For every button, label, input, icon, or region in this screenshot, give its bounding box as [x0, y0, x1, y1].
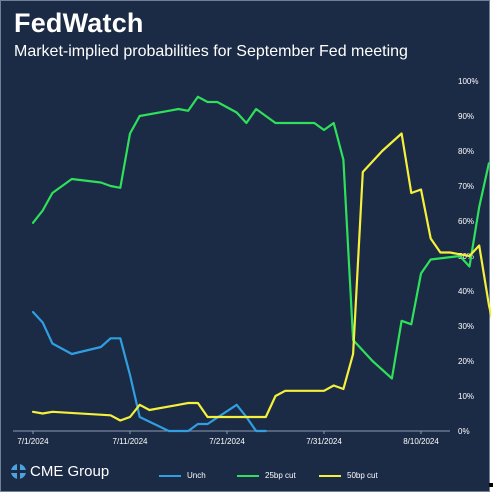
legend-swatch — [237, 474, 259, 477]
series-line-50bp-cut — [31, 132, 491, 422]
y-tick-label: 100% — [458, 77, 478, 86]
x-tick-label: 7/1/2024 — [17, 437, 49, 446]
page-title: FedWatch — [14, 8, 144, 38]
x-tick-label: 7/21/2024 — [209, 437, 245, 446]
x-tick-label: 8/10/2024 — [403, 437, 439, 446]
legend-label: 25bp cut — [265, 471, 296, 480]
series-line-unch — [31, 310, 267, 433]
y-tick-label: 30% — [458, 322, 474, 331]
y-tick-label: 10% — [458, 392, 474, 401]
series-line-25bp-cut — [31, 95, 490, 380]
corner-mark — [489, 483, 493, 487]
y-tick-label: 0% — [458, 427, 470, 436]
x-tick-label: 7/31/2024 — [306, 437, 342, 446]
legend-label: 50bp cut — [347, 471, 378, 480]
x-tick-label: 7/11/2024 — [113, 437, 149, 446]
y-tick-label: 70% — [458, 182, 474, 191]
legend-label: Unch — [187, 471, 206, 480]
cme-group-logo: CME Group — [11, 463, 109, 480]
legend-item: 50bp cut — [319, 471, 378, 480]
legend-swatch — [319, 474, 341, 477]
logo-text: CME Group — [30, 463, 110, 480]
y-tick-label: 90% — [458, 112, 474, 121]
y-tick-label: 40% — [458, 287, 474, 296]
y-tick-label: 20% — [458, 357, 474, 366]
legend-swatch — [159, 474, 181, 477]
cme-globe-icon — [11, 464, 26, 479]
y-tick-label: 60% — [458, 217, 474, 226]
chart-subtitle: Market-implied probabilities for Septemb… — [14, 43, 408, 60]
legend-item: Unch — [159, 471, 206, 480]
legend-item: 25bp cut — [237, 471, 296, 480]
y-tick-label: 80% — [458, 147, 474, 156]
